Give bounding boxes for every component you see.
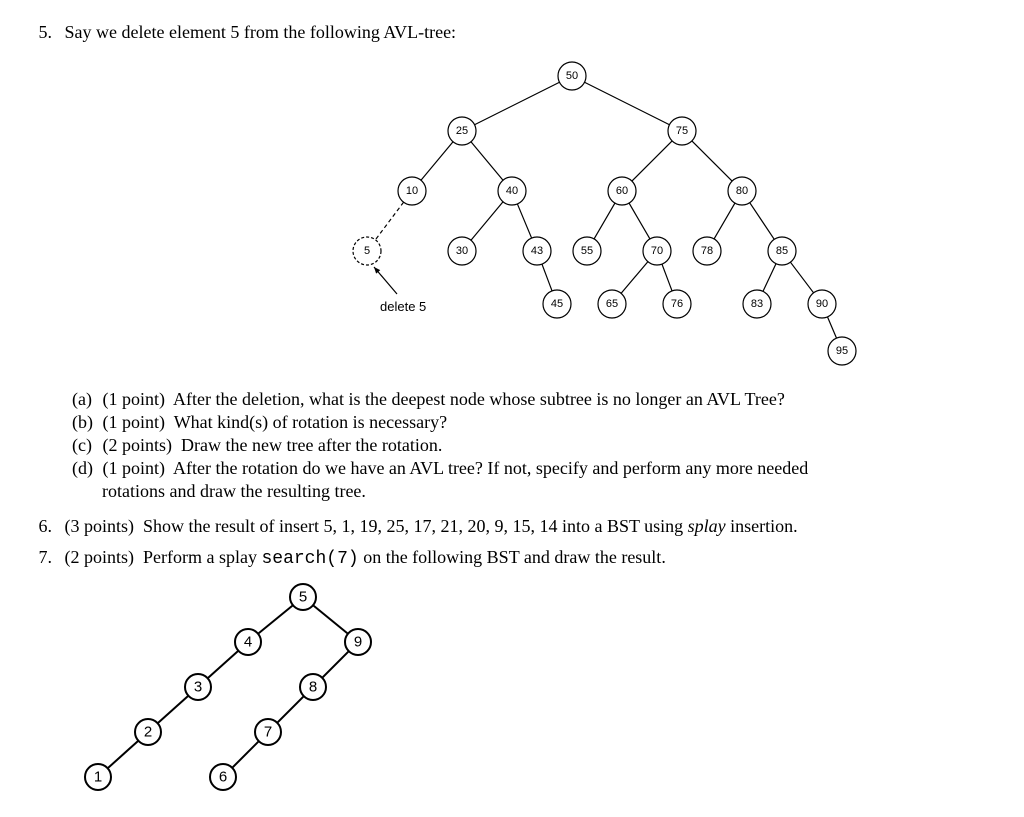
avl-tree-svg: 50 25 75 10 40 60 80 5 30 43 55 70 78 85 45 65 76 83 90 95 d… — [122, 51, 902, 371]
svg-text:5: 5 — [364, 245, 370, 257]
svg-text:delete 5: delete 5 — [380, 299, 426, 314]
q5d: (d) (1 point) After the rotation do we h… — [72, 458, 994, 479]
svg-text:95: 95 — [836, 345, 848, 357]
svg-text:65: 65 — [606, 298, 618, 310]
svg-text:4: 4 — [244, 634, 252, 651]
svg-text:76: 76 — [671, 298, 683, 310]
bst-figure: 5 4 9 3 8 2 7 1 6 — [48, 577, 994, 797]
q5-text: Say we delete element 5 from the followi… — [65, 22, 457, 42]
bst-svg: 5 4 9 3 8 2 7 1 6 — [48, 577, 418, 797]
svg-text:85: 85 — [776, 245, 788, 257]
svg-text:5: 5 — [299, 589, 307, 606]
svg-text:50: 50 — [566, 70, 578, 82]
svg-text:70: 70 — [651, 245, 663, 257]
svg-text:83: 83 — [751, 298, 763, 310]
svg-text:80: 80 — [736, 185, 748, 197]
q7: 7. (2 points) Perform a splay search(7) … — [30, 547, 994, 569]
svg-text:60: 60 — [616, 185, 628, 197]
svg-text:1: 1 — [94, 769, 102, 786]
q5-number: 5. — [30, 22, 52, 43]
svg-text:2: 2 — [144, 724, 152, 741]
svg-text:6: 6 — [219, 769, 227, 786]
q5b: (b) (1 point) What kind(s) of rotation i… — [72, 412, 994, 433]
svg-text:90: 90 — [816, 298, 828, 310]
svg-text:30: 30 — [456, 245, 468, 257]
svg-text:40: 40 — [506, 185, 518, 197]
svg-text:55: 55 — [581, 245, 593, 257]
svg-text:9: 9 — [354, 634, 362, 651]
svg-text:45: 45 — [551, 298, 563, 310]
svg-text:75: 75 — [676, 125, 688, 137]
svg-text:10: 10 — [406, 185, 418, 197]
svg-text:25: 25 — [456, 125, 468, 137]
q5-prompt: 5. Say we delete element 5 from the foll… — [30, 22, 994, 43]
svg-text:3: 3 — [194, 679, 202, 696]
q5d-cont: rotations and draw the resulting tree. — [102, 481, 994, 502]
svg-text:8: 8 — [309, 679, 317, 696]
q6: 6. (3 points) Show the result of insert … — [30, 516, 994, 537]
avl-tree-figure: 50 25 75 10 40 60 80 5 30 43 55 70 78 85 45 65 76 83 90 95 d… — [30, 51, 994, 371]
svg-text:78: 78 — [701, 245, 713, 257]
svg-text:7: 7 — [264, 724, 272, 741]
svg-text:43: 43 — [531, 245, 543, 257]
q5a: (a) (1 point) After the deletion, what i… — [72, 389, 994, 410]
q5c: (c) (2 points) Draw the new tree after t… — [72, 435, 994, 456]
